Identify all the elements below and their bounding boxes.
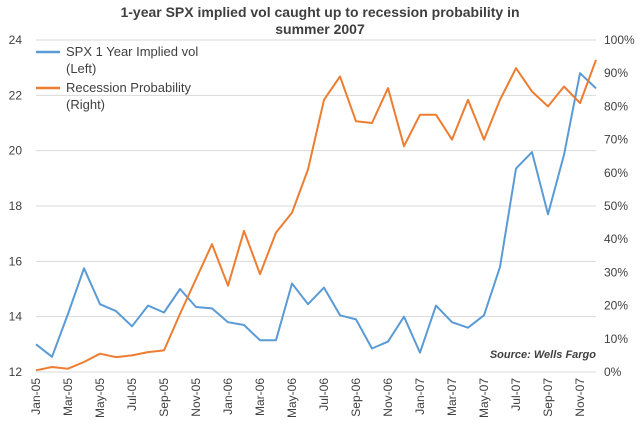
left-axis-ticks: 12 14 16 18 20 22 24 xyxy=(9,33,23,379)
left-tick-label: 20 xyxy=(9,144,23,158)
series-layer xyxy=(35,59,597,372)
x-tick-label: Jan-06 xyxy=(221,378,235,415)
x-tick-label: Mar-05 xyxy=(61,378,75,416)
right-tick-label: 10% xyxy=(604,332,628,346)
source-note: Source: Wells Fargo xyxy=(490,349,596,361)
x-tick-label: Mar-07 xyxy=(445,378,459,416)
right-tick-label: 90% xyxy=(604,66,628,80)
x-tick-label: Mar-06 xyxy=(253,378,267,416)
x-axis-ticks: Jan-05 Mar-05 May-05 Jul-05 Sep-05 Nov-05 Jan-… xyxy=(29,378,587,418)
x-tick-label: Sep-07 xyxy=(541,378,555,417)
left-tick-label: 22 xyxy=(9,88,23,102)
legend-label-axis: (Left) xyxy=(66,61,96,76)
x-tick-label: Sep-05 xyxy=(157,378,171,417)
legend: SPX 1 Year Implied vol (Left) Recession Pr… xyxy=(36,44,198,112)
series-line-right xyxy=(35,59,597,372)
legend-label: Recession Probability xyxy=(66,80,192,95)
right-tick-label: 30% xyxy=(604,265,628,279)
x-tick-label: Nov-06 xyxy=(381,378,395,417)
right-tick-label: 60% xyxy=(604,166,628,180)
right-tick-label: 20% xyxy=(604,299,628,313)
right-tick-label: 80% xyxy=(604,99,628,113)
x-tick-label: May-07 xyxy=(477,378,491,418)
right-tick-label: 0% xyxy=(604,365,622,379)
left-tick-label: 16 xyxy=(9,254,23,268)
gridlines xyxy=(36,39,596,373)
legend-label: SPX 1 Year Implied vol xyxy=(66,44,198,59)
right-axis-ticks: 0% 10% 20% 30% 40% 50% 60% 70% 80% 90% 100% xyxy=(604,33,635,379)
left-tick-label: 14 xyxy=(9,310,23,324)
x-tick-label: May-05 xyxy=(93,378,107,418)
x-tick-label: Jan-07 xyxy=(413,378,427,415)
x-tick-label: Jul-05 xyxy=(125,378,139,411)
x-tick-label: Nov-07 xyxy=(573,378,587,417)
x-tick-label: May-06 xyxy=(285,378,299,418)
chart-title-line-1: 1-year SPX implied vol caught up to rece… xyxy=(120,4,520,20)
x-tick-label: Jul-06 xyxy=(317,378,331,411)
chart-title-line-2: summer 2007 xyxy=(275,21,365,37)
x-tick-label: Sep-06 xyxy=(349,378,363,417)
right-tick-label: 50% xyxy=(604,199,628,213)
x-tick-label: Jul-07 xyxy=(509,378,523,411)
x-tick-label: Jan-05 xyxy=(29,378,43,415)
left-tick-label: 24 xyxy=(9,33,23,47)
left-tick-label: 18 xyxy=(9,199,23,213)
series-line-left xyxy=(35,72,597,358)
chart-title: 1-year SPX implied vol caught up to rece… xyxy=(0,4,640,38)
right-tick-label: 70% xyxy=(604,133,628,147)
right-tick-label: 40% xyxy=(604,232,628,246)
x-tick-label: Nov-05 xyxy=(189,378,203,417)
right-tick-label: 100% xyxy=(604,33,635,47)
legend-label-axis: (Right) xyxy=(66,97,105,112)
left-tick-label: 12 xyxy=(9,365,23,379)
